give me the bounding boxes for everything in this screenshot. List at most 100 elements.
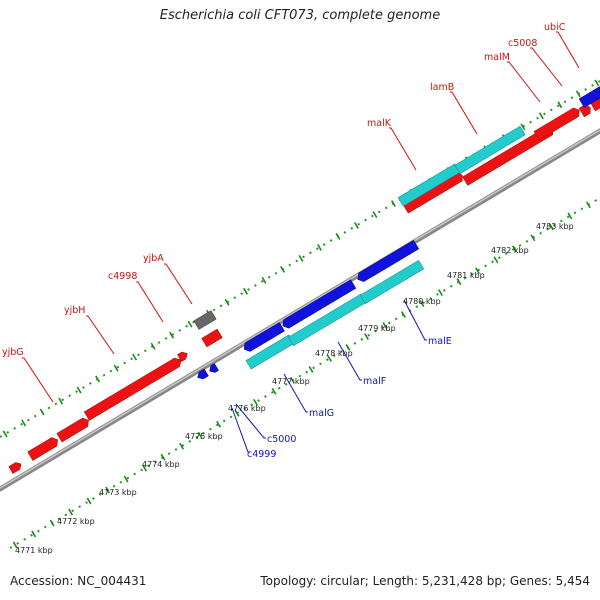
scale-label: 4777 kbp — [272, 377, 310, 386]
tick-mark — [21, 419, 27, 427]
tick-mark — [548, 223, 554, 231]
tick-mark — [169, 331, 175, 339]
tick-marks — [2, 79, 600, 549]
tick-mark — [575, 90, 581, 98]
tick-mark — [234, 409, 240, 417]
tick-mark — [335, 233, 341, 240]
tick-mark — [594, 79, 600, 87]
tick-mark — [12, 541, 18, 549]
tick-mark — [123, 475, 129, 483]
genome-summary-text: Topology: circular; Length: 5,231,428 bp… — [260, 574, 590, 588]
tick-mark — [58, 397, 64, 405]
tick-mark — [557, 101, 563, 109]
gene-glyph[interactable] — [193, 310, 217, 330]
gene-label-yjbH[interactable]: yjbH — [64, 305, 85, 316]
gene-glyph[interactable] — [27, 436, 61, 461]
tick-mark — [520, 123, 526, 131]
tick-mark — [105, 486, 111, 494]
reverse-label-connectors — [231, 299, 427, 453]
gene-label-malG[interactable]: malG — [309, 408, 334, 419]
tick-mark — [31, 530, 37, 538]
tick-mark — [298, 254, 304, 262]
gene-glyph[interactable] — [56, 416, 91, 443]
reverse-gene-labels: c4999 c5000 malG malF malE — [247, 336, 452, 460]
tick-mark — [354, 222, 359, 229]
tick-mark — [419, 300, 425, 308]
gene-label-yjbA[interactable]: yjbA — [143, 253, 164, 264]
gene-label-malF[interactable]: malF — [363, 376, 386, 387]
tick-mark — [271, 387, 277, 395]
gene-label-c4998[interactable]: c4998 — [108, 271, 137, 282]
gene-label-ubiC[interactable]: ubiC — [544, 22, 566, 33]
tick-mark — [493, 256, 499, 264]
gene-label-c4999[interactable]: c4999 — [247, 449, 276, 460]
tick-mark — [567, 212, 573, 220]
scale-label: 4776 kbp — [228, 404, 266, 413]
tick-mark — [538, 112, 544, 120]
gene-label-lamB[interactable]: lamB — [430, 82, 454, 93]
gene-glyph[interactable] — [208, 363, 219, 375]
gene-glyph[interactable] — [196, 368, 209, 381]
gene-label-malK[interactable]: malK — [367, 118, 392, 129]
tick-mark — [382, 322, 388, 329]
scale-label: 4778 kbp — [315, 349, 353, 358]
gene-glyph[interactable] — [242, 322, 285, 353]
gene-glyph[interactable] — [533, 106, 582, 141]
tick-mark — [243, 287, 249, 295]
gene-label-yjbG[interactable]: yjbG — [2, 347, 24, 358]
gene-glyph[interactable] — [83, 356, 184, 421]
scale-label: 4772 kbp — [57, 517, 95, 526]
tick-mark — [456, 278, 462, 286]
gene-glyph[interactable] — [280, 279, 357, 331]
tick-mark — [68, 508, 74, 516]
gene-glyph[interactable] — [454, 125, 526, 175]
scale-label: 4773 kbp — [99, 488, 137, 497]
tick-mark — [327, 355, 332, 362]
tick-mark — [113, 364, 119, 372]
gene-glyph[interactable] — [578, 86, 600, 108]
tick-mark — [372, 211, 378, 218]
scale-label: 4779 kbp — [358, 324, 396, 333]
gene-label-c5000[interactable]: c5000 — [267, 434, 296, 445]
gene-glyph[interactable] — [359, 259, 425, 305]
gene-glyph[interactable] — [355, 239, 420, 283]
tick-mark — [95, 375, 101, 383]
tick-mark — [49, 519, 55, 527]
tick-mark — [474, 267, 480, 275]
page-title: Escherichia coli CFT073, complete genome — [159, 8, 441, 23]
tick-mark — [261, 276, 267, 284]
tick-mark — [437, 289, 443, 297]
forward-label-connectors — [22, 31, 580, 403]
scale-label: 4771 kbp — [15, 546, 53, 555]
tick-mark — [317, 244, 322, 251]
gene-glyph[interactable] — [201, 328, 223, 348]
scale-label: 4775 kbp — [185, 432, 223, 441]
tick-mark — [511, 245, 517, 253]
tick-mark — [216, 420, 222, 428]
gene-label-malM[interactable]: malM — [484, 52, 510, 63]
tick-mark — [76, 386, 82, 394]
gene-track — [8, 86, 600, 474]
tick-mark — [290, 376, 296, 384]
tick-mark — [2, 430, 8, 438]
gene-label-c5008[interactable]: c5008 — [508, 38, 537, 49]
tick-mark — [179, 442, 185, 450]
gene-label-malE[interactable]: malE — [428, 336, 452, 347]
scale-label: 4781 kbp — [447, 271, 485, 280]
tick-mark — [150, 342, 156, 350]
tick-mark — [308, 366, 314, 373]
tick-mark — [142, 464, 148, 472]
gene-glyph[interactable] — [8, 460, 23, 474]
tick-mark — [280, 265, 285, 273]
tick-mark — [197, 431, 203, 439]
scale-label: 4782 kbp — [491, 246, 529, 255]
tick-mark — [224, 298, 230, 306]
gene-glyph[interactable] — [177, 350, 190, 362]
tick-mark — [390, 200, 396, 207]
scale-label: 4774 kbp — [142, 460, 180, 469]
scale-label: 4780 kbp — [403, 297, 441, 306]
tick-mark — [401, 311, 406, 319]
scale-label: 4783 kbp — [536, 222, 574, 231]
tick-mark — [160, 453, 166, 461]
